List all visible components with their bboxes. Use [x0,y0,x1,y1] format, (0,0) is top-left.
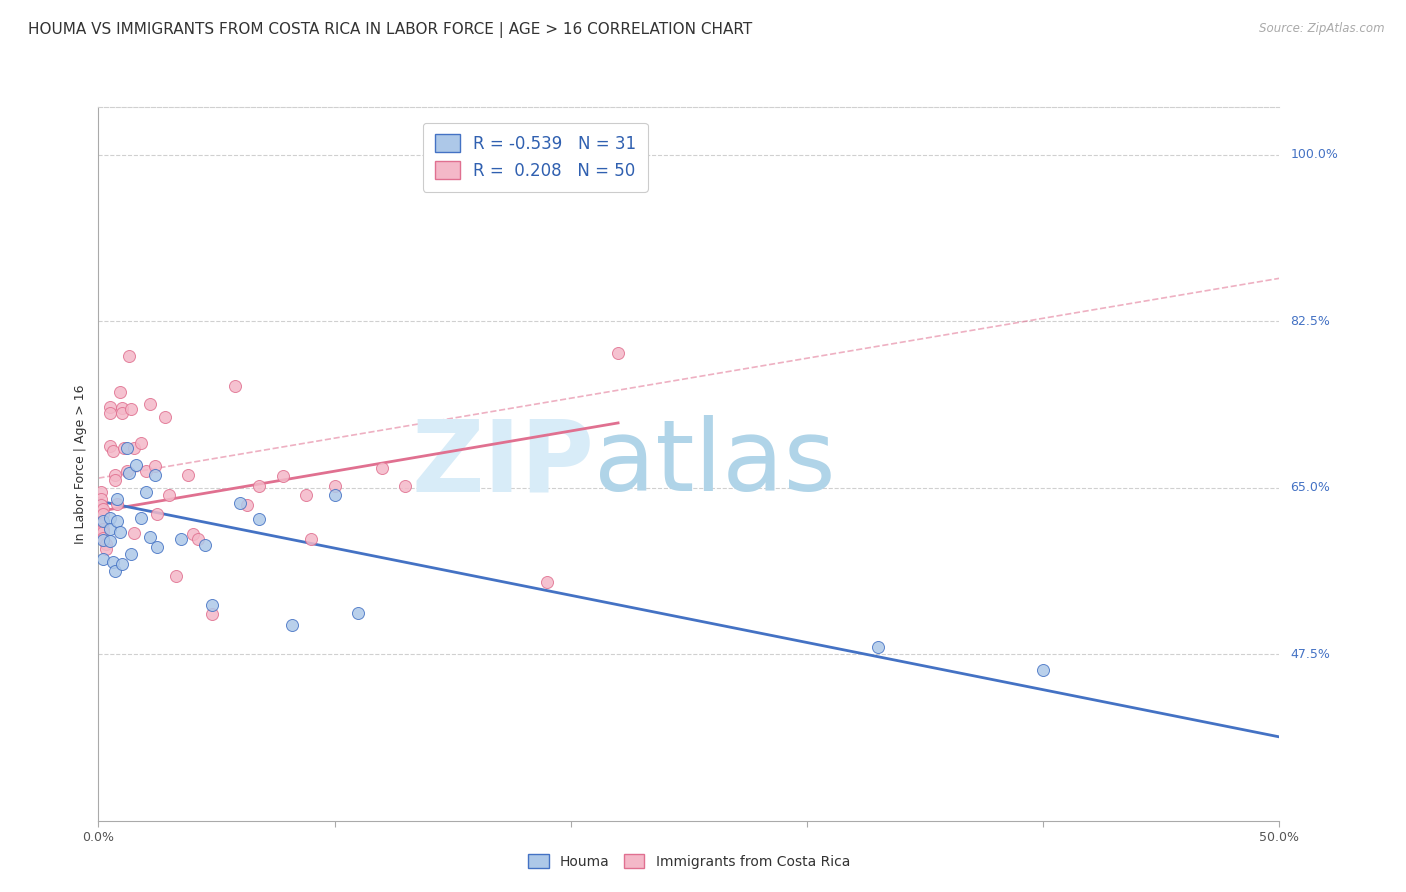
Point [271,469,294,483]
Point [98,439,121,453]
Point [281,617,304,632]
Point [111,557,134,571]
Point [91,522,114,536]
Point [143,458,166,473]
Text: 100.0%: 100.0% [1291,148,1339,161]
Point [104,468,127,483]
Point [135,465,157,479]
Point [170,532,193,546]
Point [139,397,162,411]
Point [91,501,114,516]
Point [129,436,152,450]
Point [323,488,346,502]
Point [122,441,145,455]
Point [112,441,135,455]
Point [115,463,138,477]
Legend: Houma, Immigrants from Costa Rica: Houma, Immigrants from Costa Rica [523,848,855,874]
Point [104,473,127,487]
Point [394,479,416,493]
Text: 65.0%: 65.0% [1291,481,1330,494]
Point [146,508,169,522]
Point [187,532,209,546]
Point [143,468,166,483]
Point [177,468,200,483]
Point [139,530,162,544]
Y-axis label: In Labor Force | Age > 16: In Labor Force | Age > 16 [75,384,87,543]
Point [247,479,270,493]
Point [115,441,138,455]
Point [118,349,141,363]
Point [91,531,114,545]
Point [91,533,114,547]
Point [94,542,117,557]
Point [104,565,127,579]
Point [118,467,141,481]
Point [121,547,143,561]
Point [129,511,152,525]
Text: atlas: atlas [595,416,837,512]
Point [122,526,145,541]
Point [323,479,346,493]
Point [101,444,124,458]
Text: 82.5%: 82.5% [1291,315,1330,327]
Point [347,606,370,620]
Point [101,555,124,569]
Point [536,574,558,589]
Point [181,527,204,541]
Point [121,401,143,416]
Point [98,511,121,525]
Point [247,512,270,526]
Point [90,498,112,512]
Point [135,485,157,500]
Point [91,514,114,528]
Point [299,532,322,546]
Point [153,410,176,425]
Point [98,406,121,420]
Point [111,401,134,415]
Point [98,400,121,414]
Point [194,538,217,552]
Point [105,491,128,506]
Point [125,458,148,472]
Text: Source: ZipAtlas.com: Source: ZipAtlas.com [1260,22,1385,36]
Point [108,385,131,400]
Point [607,345,630,359]
Point [236,498,259,512]
Text: 47.5%: 47.5% [1291,648,1330,661]
Point [108,525,131,540]
Point [98,533,121,548]
Point [224,379,246,393]
Point [866,640,889,654]
Point [111,406,134,420]
Point [201,598,224,612]
Point [105,514,128,528]
Point [94,537,117,551]
Point [91,508,114,522]
Point [201,607,224,622]
Point [229,496,252,510]
Point [105,497,128,511]
Point [165,569,187,583]
Point [157,488,180,502]
Point [91,525,114,540]
Point [90,485,112,500]
Point [91,552,114,566]
Point [90,491,112,506]
Text: ZIP: ZIP [412,416,595,512]
Point [1032,663,1054,677]
Point [146,540,169,554]
Point [98,522,121,536]
Text: HOUMA VS IMMIGRANTS FROM COSTA RICA IN LABOR FORCE | AGE > 16 CORRELATION CHART: HOUMA VS IMMIGRANTS FROM COSTA RICA IN L… [28,22,752,38]
Point [295,488,318,502]
Point [91,516,114,530]
Point [371,460,394,475]
